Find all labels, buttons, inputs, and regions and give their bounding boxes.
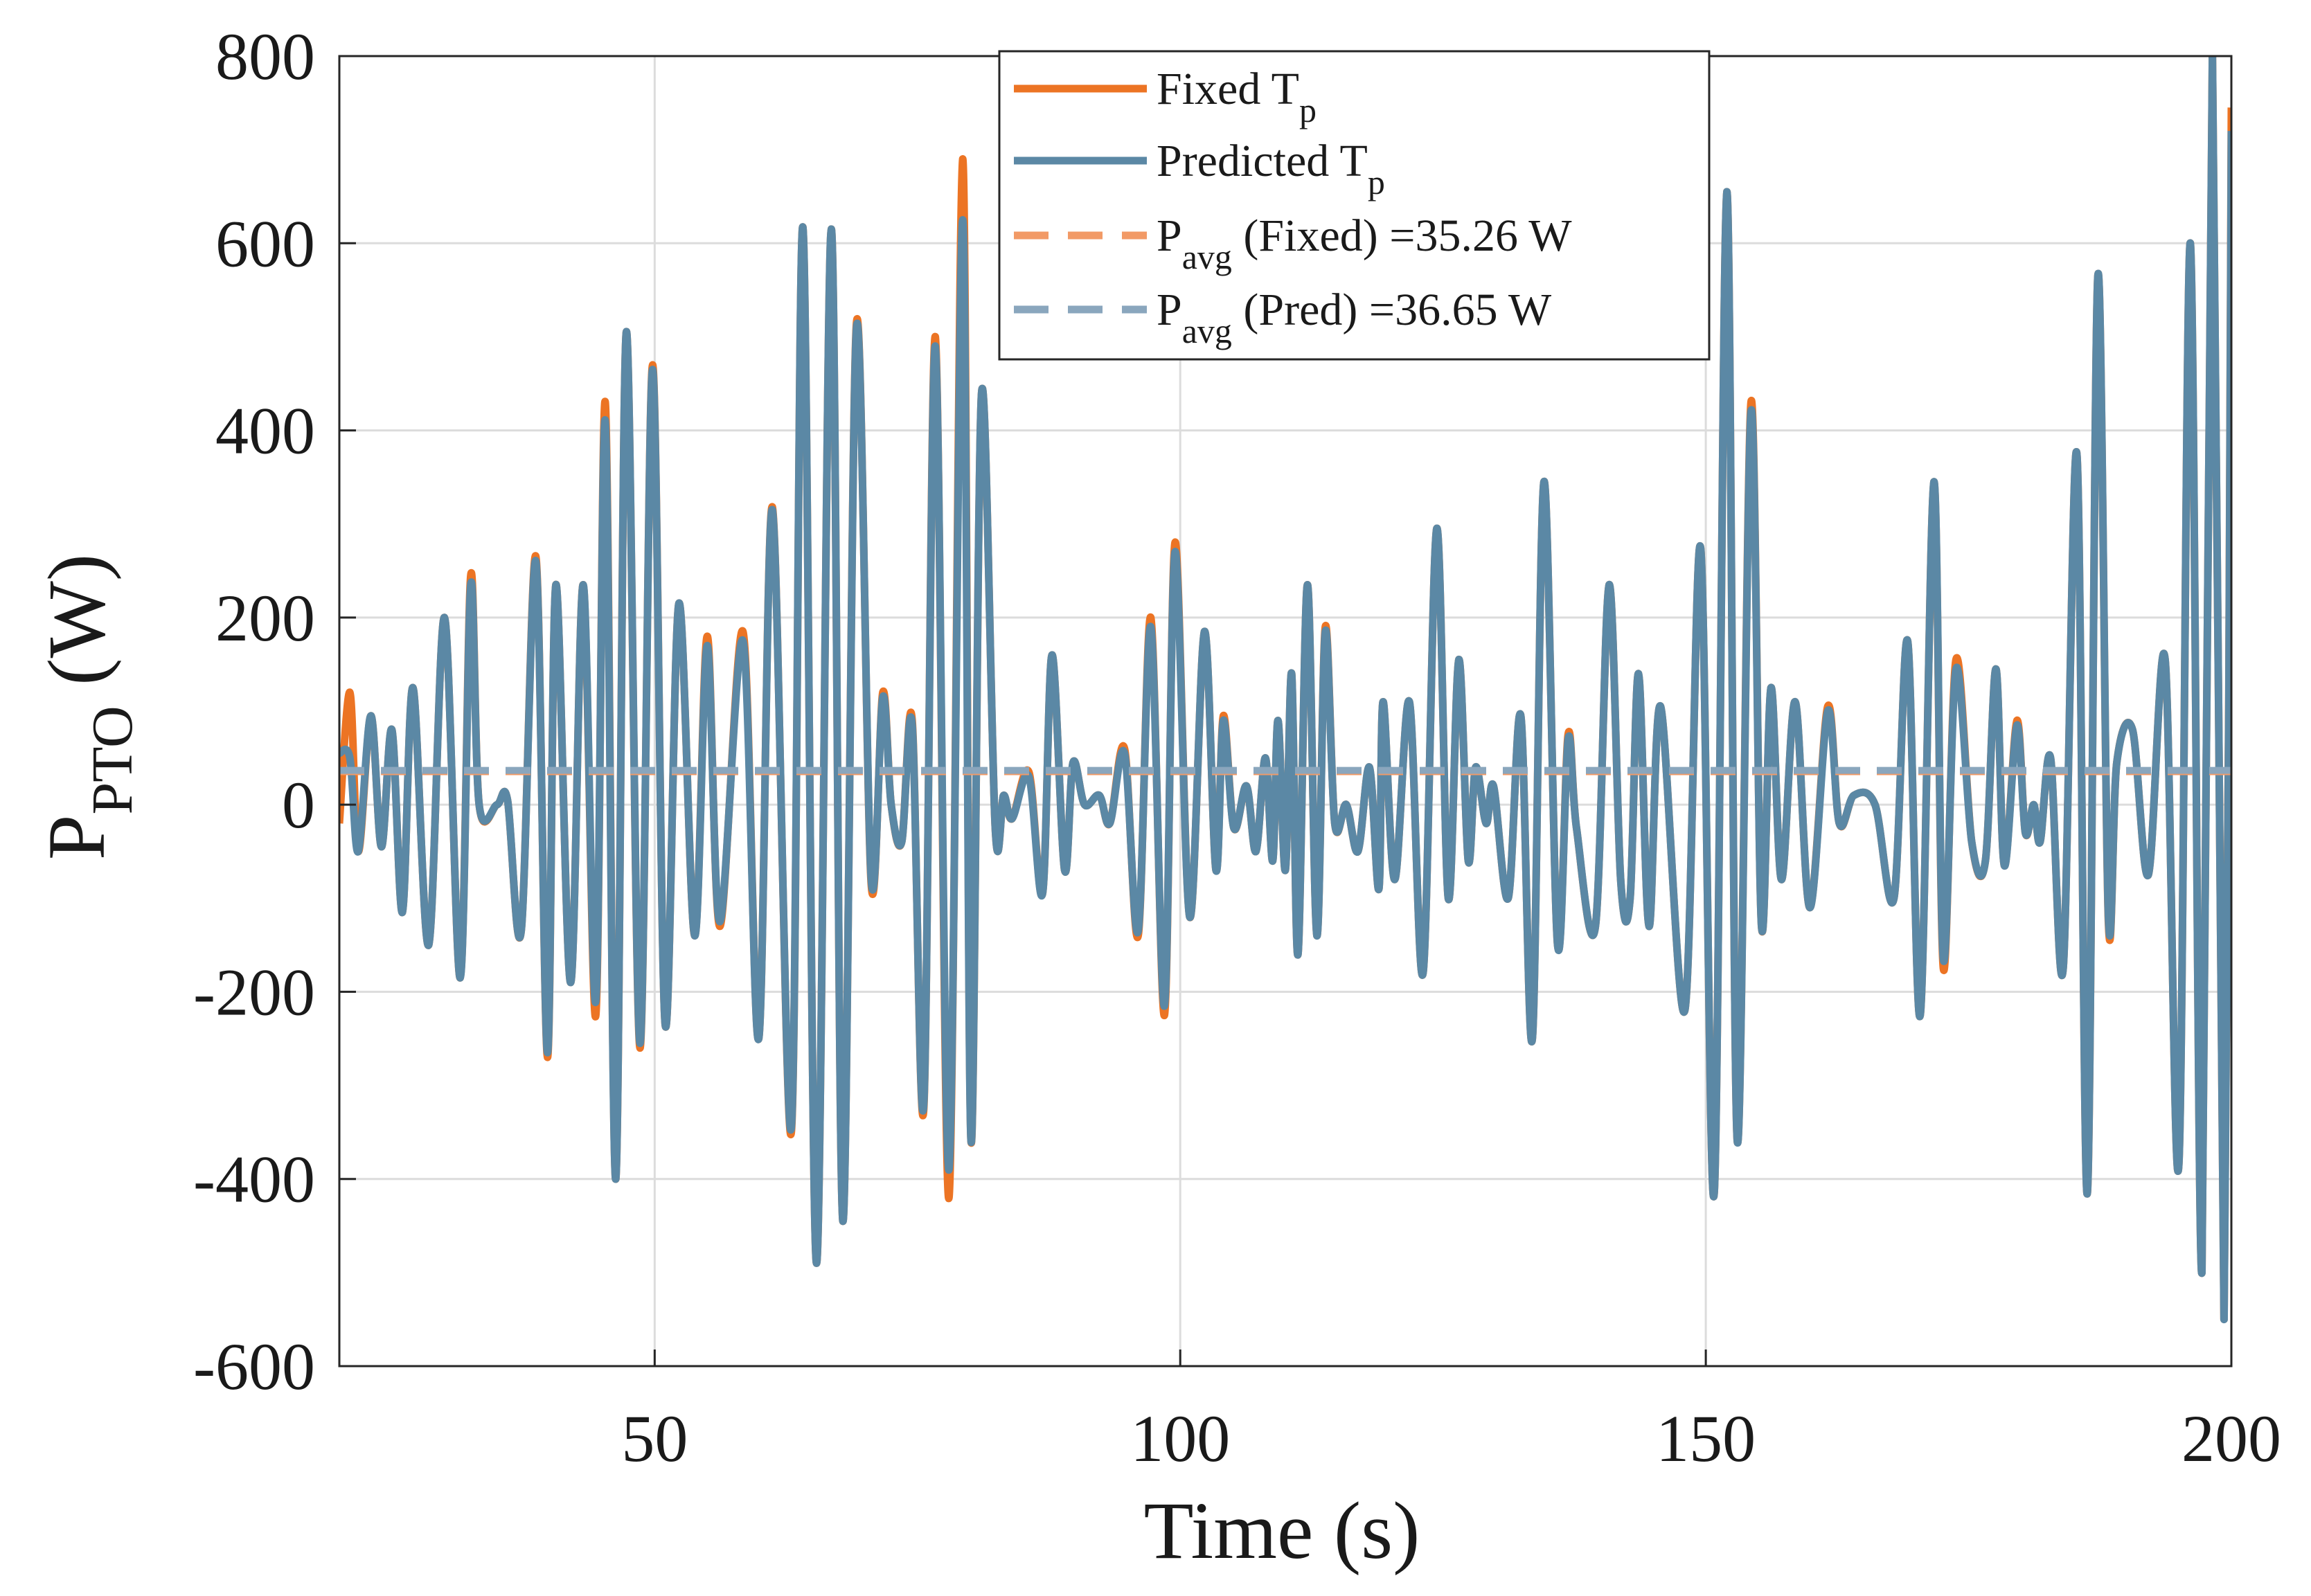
y-axis-label: PPTO (W) — [31, 554, 145, 860]
x-tick-label: 100 — [1130, 1401, 1230, 1476]
y-axis-label-rest: (W) — [31, 554, 122, 706]
y-tick-label: 0 — [282, 768, 315, 842]
y-axis-label-main: P — [31, 815, 122, 861]
y-tick-label: 800 — [215, 19, 315, 93]
legend-label: Pavg (Pred) =36.65 W — [1157, 285, 1552, 350]
y-tick-label: -200 — [193, 955, 315, 1029]
legend-label-main: P — [1157, 285, 1182, 335]
legend-label-rest: (Fixed) =35.26 W — [1232, 210, 1572, 261]
legend-label-rest: (Pred) =36.65 W — [1232, 285, 1552, 335]
legend-label-sub: p — [1368, 163, 1385, 201]
legend-box — [998, 50, 1711, 361]
y-tick-label: -600 — [193, 1329, 315, 1404]
legend-label-sub: avg — [1182, 237, 1232, 276]
legend-label-sub: avg — [1182, 312, 1232, 350]
x-tick-label: 50 — [621, 1401, 688, 1476]
y-axis-label-sub: PTO — [80, 706, 145, 814]
x-tick-label: 150 — [1656, 1401, 1756, 1476]
x-axis-label: Time (s) — [1144, 1485, 1420, 1576]
y-tick-label: 200 — [215, 581, 315, 655]
data-line — [339, 56, 2231, 1323]
legend-label-main: P — [1157, 210, 1182, 261]
legend-label-main: Predicted T — [1157, 136, 1368, 186]
y-tick-label: 600 — [215, 206, 315, 280]
legend-label: Predicted Tp — [1157, 136, 1385, 201]
legend-label-main: Fixed T — [1157, 64, 1299, 114]
y-tick-label: 400 — [215, 394, 315, 468]
legend-label: Pavg (Fixed) =35.26 W — [1157, 210, 1572, 276]
x-tick-label: 200 — [2181, 1401, 2281, 1476]
legend-label-sub: p — [1299, 91, 1317, 129]
legend-label: Fixed Tp — [1157, 64, 1317, 129]
y-tick-label: -400 — [193, 1142, 315, 1217]
